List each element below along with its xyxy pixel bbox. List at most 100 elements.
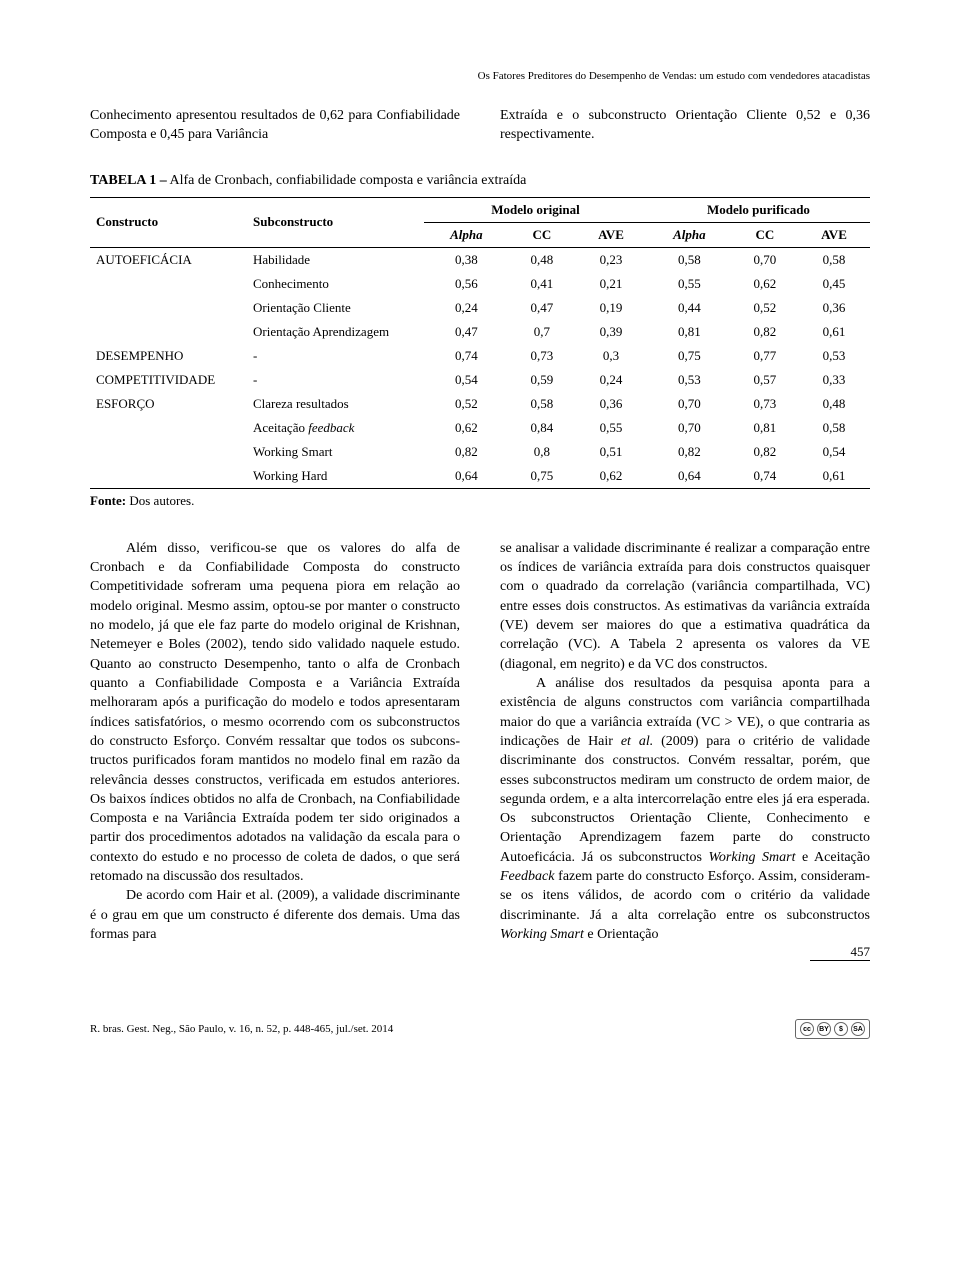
table-row: DESEMPENHO-0,740,730,30,750,770,53 [90, 344, 870, 368]
cell-value: 0,24 [424, 296, 509, 320]
table-caption-label: TABELA 1 – [90, 173, 167, 188]
cell-value: 0,8 [509, 440, 575, 464]
cell-constructo [90, 416, 247, 440]
cell-value: 0,48 [509, 247, 575, 272]
cell-subconstructo: - [247, 368, 424, 392]
cell-value: 0,52 [732, 296, 798, 320]
cell-value: 0,48 [798, 392, 870, 416]
cell-value: 0,82 [732, 320, 798, 344]
fonte-label: Fonte: [90, 493, 126, 508]
cell-subconstructo: Orientação Aprendizagem [247, 320, 424, 344]
cell-subconstructo: Aceitação feedback [247, 416, 424, 440]
th-ave1: AVE [575, 222, 647, 247]
cell-value: 0,55 [647, 272, 732, 296]
running-header: Os Fatores Preditores do Desempenho de V… [90, 70, 870, 82]
cell-value: 0,38 [424, 247, 509, 272]
th-cc2: CC [732, 222, 798, 247]
th-constructo: Constructo [90, 197, 247, 247]
cell-value: 0,47 [509, 296, 575, 320]
cc-by-symbol: BY [817, 1022, 831, 1036]
cell-value: 0,39 [575, 320, 647, 344]
th-subconstructo: Subconstructo [247, 197, 424, 247]
cell-value: 0,82 [647, 440, 732, 464]
cell-value: 0,62 [575, 464, 647, 489]
footer-block: 457 [90, 944, 870, 969]
cell-value: 0,74 [732, 464, 798, 489]
cc-sa-symbol: SA [851, 1022, 865, 1036]
cc-nc-symbol: $ [834, 1022, 848, 1036]
cell-value: 0,33 [798, 368, 870, 392]
cell-constructo [90, 272, 247, 296]
cc-symbol: cc [800, 1022, 814, 1036]
cell-value: 0,56 [424, 272, 509, 296]
table-1: Constructo Subconstructo Modelo original… [90, 197, 870, 489]
footer-citation: R. bras. Gest. Neg., São Paulo, v. 16, n… [90, 1023, 393, 1035]
th-modelo-original: Modelo original [424, 197, 647, 222]
cell-value: 0,54 [424, 368, 509, 392]
cell-value: 0,82 [732, 440, 798, 464]
th-modelo-purificado: Modelo purificado [647, 197, 870, 222]
table-fonte: Fonte: Dos autores. [90, 493, 870, 509]
cell-value: 0,81 [647, 320, 732, 344]
table-row: Aceitação feedback0,620,840,550,700,810,… [90, 416, 870, 440]
cell-value: 0,54 [798, 440, 870, 464]
cell-value: 0,61 [798, 464, 870, 489]
cell-value: 0,36 [798, 296, 870, 320]
page-number: 457 [810, 944, 870, 961]
cell-subconstructo: Orientação Cliente [247, 296, 424, 320]
body-columns: Além disso, verificou-se que os valores … [90, 539, 870, 945]
cell-constructo: COMPETITIVIDADE [90, 368, 247, 392]
table-row: Orientação Aprendizagem0,470,70,390,810,… [90, 320, 870, 344]
footer: R. bras. Gest. Neg., São Paulo, v. 16, n… [90, 1019, 870, 1039]
cell-value: 0,73 [509, 344, 575, 368]
table-row: Conhecimento0,560,410,210,550,620,45 [90, 272, 870, 296]
cell-value: 0,19 [575, 296, 647, 320]
table-row: COMPETITIVIDADE-0,540,590,240,530,570,33 [90, 368, 870, 392]
cell-value: 0,58 [798, 416, 870, 440]
cell-value: 0,70 [647, 392, 732, 416]
cell-value: 0,36 [575, 392, 647, 416]
cell-value: 0,57 [732, 368, 798, 392]
th-alpha1: Alpha [424, 222, 509, 247]
cell-value: 0,24 [575, 368, 647, 392]
body-col-right: se analisar a validade discriminante é r… [500, 539, 870, 945]
cell-subconstructo: - [247, 344, 424, 368]
cell-value: 0,70 [647, 416, 732, 440]
intro-row: Conhecimento apresentou resultados de 0,… [90, 107, 870, 145]
cell-value: 0,21 [575, 272, 647, 296]
cell-value: 0,23 [575, 247, 647, 272]
cell-value: 0,70 [732, 247, 798, 272]
cell-value: 0,61 [798, 320, 870, 344]
cell-value: 0,62 [424, 416, 509, 440]
cell-value: 0,64 [647, 464, 732, 489]
th-cc1: CC [509, 222, 575, 247]
th-alpha2: Alpha [647, 222, 732, 247]
cell-value: 0,77 [732, 344, 798, 368]
cell-value: 0,47 [424, 320, 509, 344]
cell-value: 0,75 [509, 464, 575, 489]
table-row: Working Smart0,820,80,510,820,820,54 [90, 440, 870, 464]
cell-constructo: ESFORÇO [90, 392, 247, 416]
table-row: Working Hard0,640,750,620,640,740,61 [90, 464, 870, 489]
cell-value: 0,62 [732, 272, 798, 296]
table-row: AUTOEFICÁCIAHabilidade0,380,480,230,580,… [90, 247, 870, 272]
cell-value: 0,75 [647, 344, 732, 368]
cell-subconstructo: Clareza resultados [247, 392, 424, 416]
table-caption-text: Alfa de Cronbach, confiabilidade compost… [167, 173, 527, 188]
cell-constructo: AUTOEFICÁCIA [90, 247, 247, 272]
table-caption: TABELA 1 – Alfa de Cronbach, confiabilid… [90, 173, 870, 189]
cell-subconstructo: Working Smart [247, 440, 424, 464]
cell-value: 0,59 [509, 368, 575, 392]
cell-value: 0,3 [575, 344, 647, 368]
cell-value: 0,58 [509, 392, 575, 416]
cell-subconstructo: Working Hard [247, 464, 424, 489]
cell-value: 0,41 [509, 272, 575, 296]
cell-value: 0,58 [647, 247, 732, 272]
cell-value: 0,53 [798, 344, 870, 368]
cell-value: 0,84 [509, 416, 575, 440]
cell-value: 0,7 [509, 320, 575, 344]
cc-license-icon: cc BY $ SA [795, 1019, 870, 1039]
cell-value: 0,45 [798, 272, 870, 296]
body-col-left: Além disso, verificou-se que os valores … [90, 539, 460, 945]
intro-right: Extraída e o subconstructo Orientação Cl… [500, 107, 870, 145]
